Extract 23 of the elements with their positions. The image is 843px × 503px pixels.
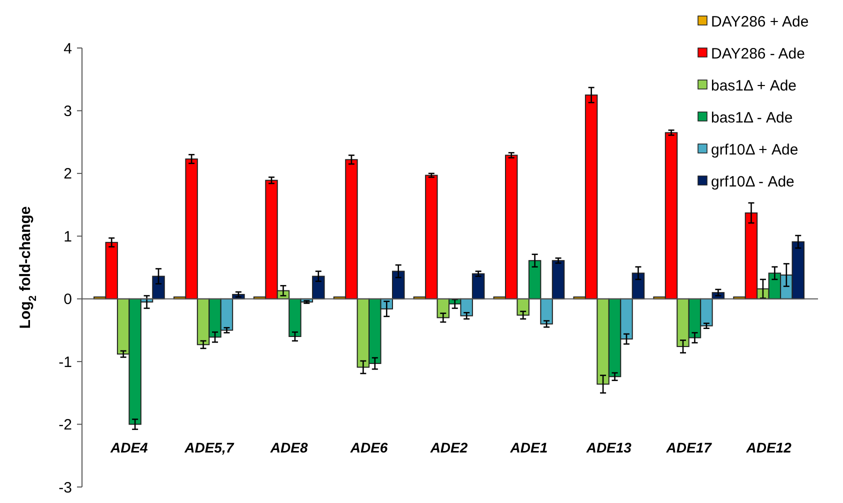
legend-label: DAY286 + Ade xyxy=(711,13,809,30)
x-tick-label: ADE4 xyxy=(110,440,148,456)
legend-label: bas1Δ - Ade xyxy=(711,109,793,126)
x-tick-label: ADE6 xyxy=(349,440,388,456)
y-tick-label: -3 xyxy=(58,479,72,496)
y-tick-label: 1 xyxy=(64,228,72,246)
y-tick-label: 4 xyxy=(64,40,72,58)
x-tick-label: ADE8 xyxy=(269,440,308,456)
x-tick-label: ADE17 xyxy=(665,440,713,456)
y-tick-label: 3 xyxy=(64,102,72,120)
y-tick-label: -2 xyxy=(58,416,72,434)
y-tick-label: -1 xyxy=(58,354,72,371)
legend-label: bas1Δ + Ade xyxy=(711,77,797,94)
x-tick-label: ADE13 xyxy=(585,440,632,456)
y-tick-label: 0 xyxy=(64,291,72,308)
x-tick-label: ADE5,7 xyxy=(184,440,235,456)
x-tick-label: ADE1 xyxy=(509,440,548,456)
x-tick-label: ADE12 xyxy=(745,440,792,456)
x-tick-label: ADE2 xyxy=(429,440,468,456)
y-tick-label: 2 xyxy=(64,166,72,183)
legend-label: DAY286 - Ade xyxy=(711,45,805,62)
legend-label: grf10Δ - Ade xyxy=(711,173,794,190)
legend-label: grf10Δ + Ade xyxy=(711,141,798,158)
